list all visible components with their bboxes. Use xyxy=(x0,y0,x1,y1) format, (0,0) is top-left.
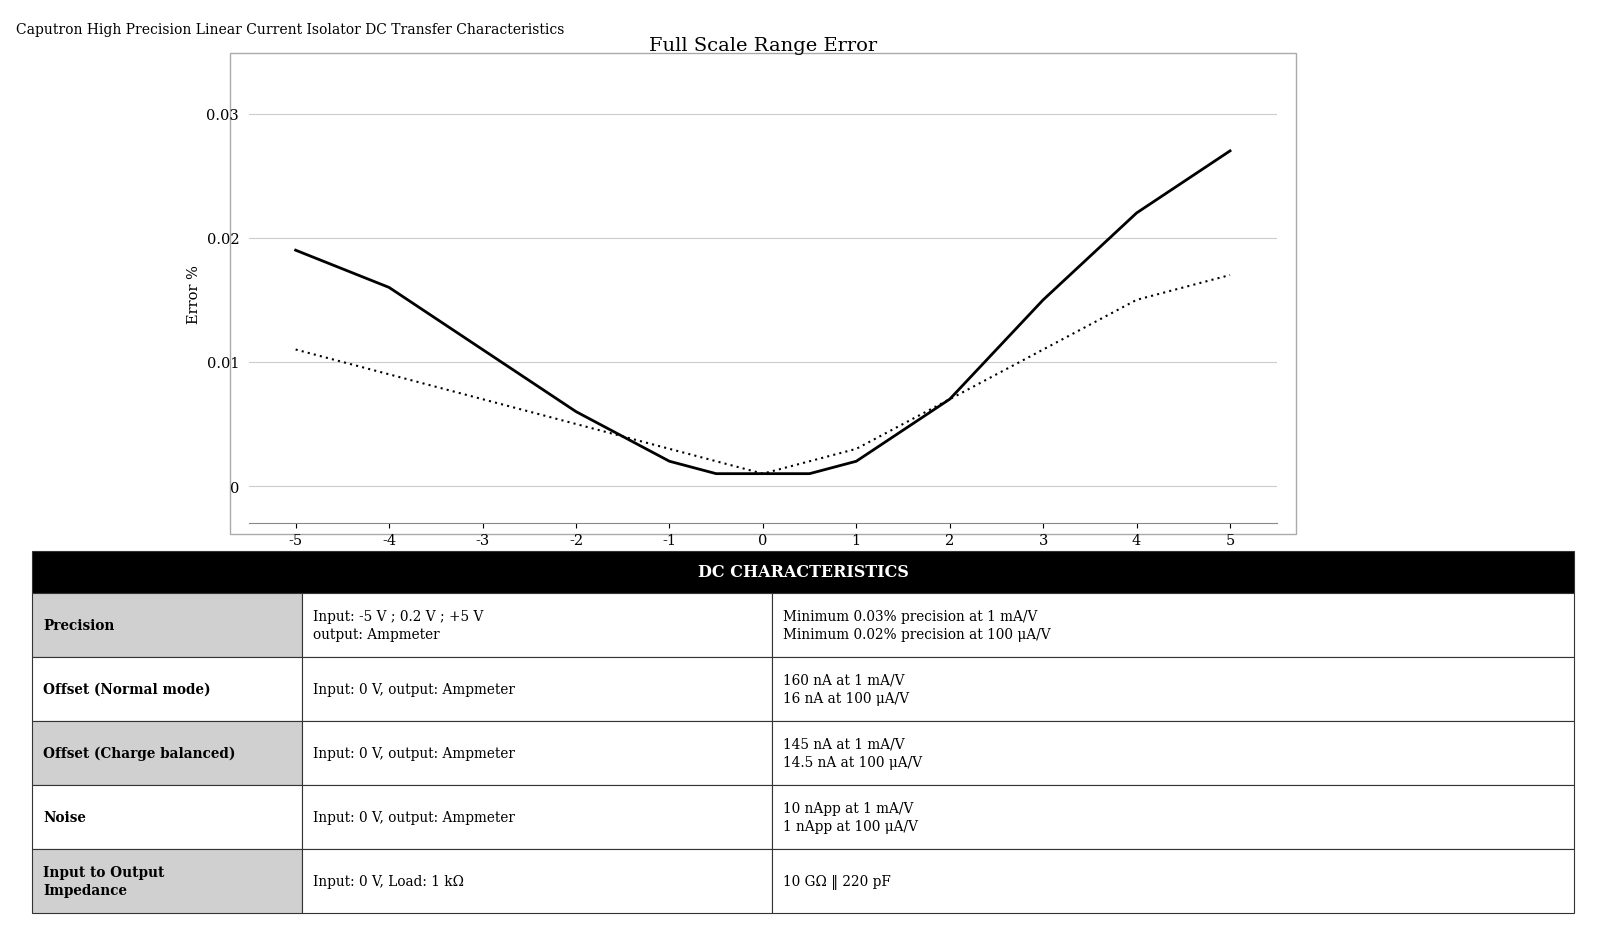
Text: 160 nA at 1 mA/V
16 nA at 100 μA/V: 160 nA at 1 mA/V 16 nA at 100 μA/V xyxy=(783,673,908,705)
Legend: 1 mA/v, 100 μA/v: 1 mA/v, 100 μA/v xyxy=(1008,610,1268,636)
Text: Offset (Charge balanced): Offset (Charge balanced) xyxy=(43,746,236,760)
Text: Input: -5 V ; 0.2 V ; +5 V
output: Ampmeter: Input: -5 V ; 0.2 V ; +5 V output: Ampme… xyxy=(313,609,483,641)
Text: Minimum 0.03% precision at 1 mA/V
Minimum 0.02% precision at 100 μA/V: Minimum 0.03% precision at 1 mA/V Minimu… xyxy=(783,609,1050,641)
X-axis label: Input Voltage (v): Input Voltage (v) xyxy=(700,556,825,570)
Text: Input: 0 V, output: Ampmeter: Input: 0 V, output: Ampmeter xyxy=(313,810,515,824)
Text: Precision: Precision xyxy=(43,618,114,632)
Text: 10 GΩ ‖ 220 pF: 10 GΩ ‖ 220 pF xyxy=(783,873,891,889)
Text: Input to Output
Impedance: Input to Output Impedance xyxy=(43,865,165,897)
Text: Input: 0 V, output: Ampmeter: Input: 0 V, output: Ampmeter xyxy=(313,746,515,760)
Text: 145 nA at 1 mA/V
14.5 nA at 100 μA/V: 145 nA at 1 mA/V 14.5 nA at 100 μA/V xyxy=(783,737,921,769)
Text: Noise: Noise xyxy=(43,810,87,824)
Text: Caputron High Precision Linear Current Isolator DC Transfer Characteristics: Caputron High Precision Linear Current I… xyxy=(16,23,563,37)
Y-axis label: Error %: Error % xyxy=(186,265,201,324)
Text: Input: 0 V, output: Ampmeter: Input: 0 V, output: Ampmeter xyxy=(313,682,515,696)
Text: 10 nApp at 1 mA/V
1 nApp at 100 μA/V: 10 nApp at 1 mA/V 1 nApp at 100 μA/V xyxy=(783,801,918,833)
Text: Offset (Normal mode): Offset (Normal mode) xyxy=(43,682,210,696)
Text: Input: 0 V, Load: 1 kΩ: Input: 0 V, Load: 1 kΩ xyxy=(313,874,464,888)
Text: DC CHARACTERISTICS: DC CHARACTERISTICS xyxy=(697,564,908,581)
Title: Full Scale Range Error: Full Scale Range Error xyxy=(648,37,876,55)
